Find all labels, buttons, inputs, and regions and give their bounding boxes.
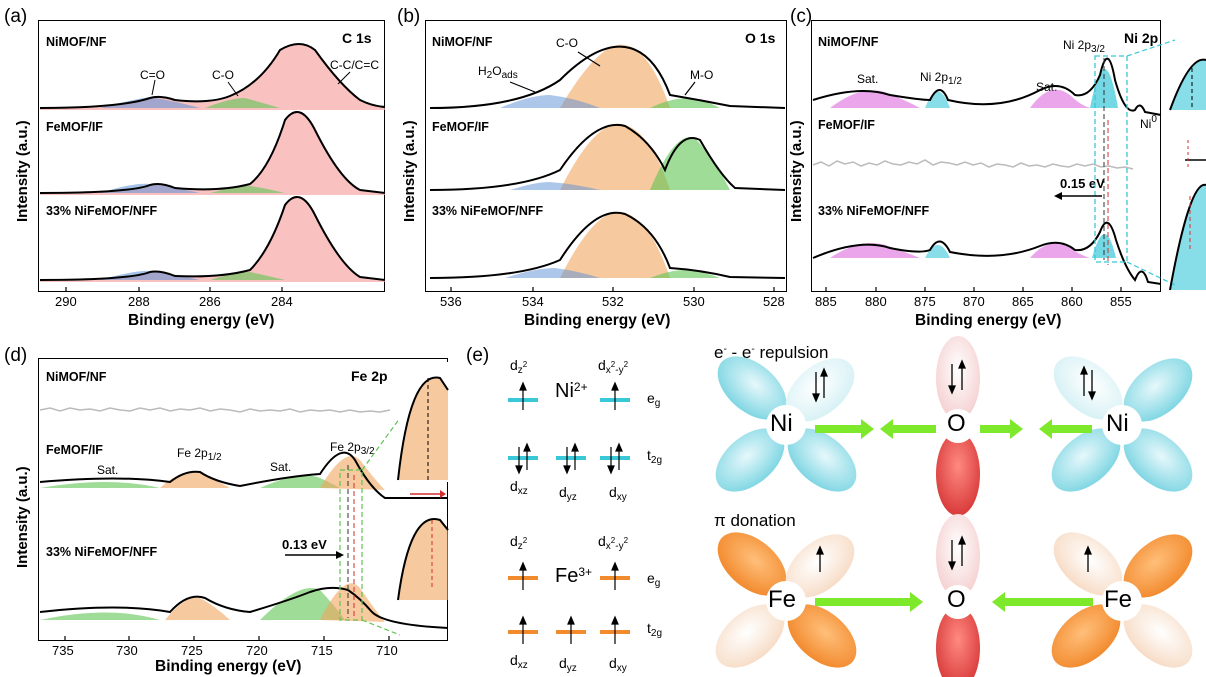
fe-orbital-dxz: dxz bbox=[510, 652, 528, 671]
panel-c-label: (c) bbox=[790, 6, 813, 27]
panel-b-peak: M-O bbox=[690, 68, 714, 82]
ni-orbital-dxz: dxz bbox=[510, 478, 528, 497]
panel-c-peak: Sat. bbox=[857, 72, 879, 86]
panel-b-peak: H2Oads bbox=[478, 64, 518, 81]
o-atom-bottom: O bbox=[947, 586, 966, 613]
ni-orbital-dz2: dz2 bbox=[510, 357, 528, 376]
panel-b-tick: 528 bbox=[763, 294, 785, 309]
panel-b-tick: 530 bbox=[683, 294, 705, 309]
panel-d-title: Fe 2p bbox=[351, 368, 388, 384]
panel-c-peak: Ni0 bbox=[1140, 114, 1157, 131]
panel-a-tick: 288 bbox=[128, 294, 150, 309]
panel-c-sample: NiMOF/NF bbox=[818, 35, 879, 49]
donation-label: π donation bbox=[714, 511, 796, 530]
panel-a-tick: 284 bbox=[271, 294, 293, 309]
o-atom-top: O bbox=[947, 410, 966, 437]
fe-ion-label: Fe3+ bbox=[555, 565, 593, 587]
panel-b-title: O 1s bbox=[745, 30, 776, 46]
panel-c-sample: FeMOF/IF bbox=[818, 118, 875, 132]
ni-eg-label: eg bbox=[647, 390, 661, 409]
panel-c-tick: 860 bbox=[1061, 294, 1083, 309]
panel-c-tick: 855 bbox=[1110, 294, 1132, 309]
ni-orbital-left bbox=[715, 356, 857, 492]
panel-c-tick: 865 bbox=[1012, 294, 1034, 309]
ni-orbital-right bbox=[1051, 356, 1193, 492]
panel-c-sample: 33% NiFeMOF/NFF bbox=[818, 204, 930, 218]
panel-d-tick: 720 bbox=[246, 643, 268, 658]
panel-c-shift: 0.15 eV bbox=[1060, 176, 1105, 191]
panel-d-peak: Sat. bbox=[97, 463, 119, 477]
panel-c-tick: 875 bbox=[914, 294, 936, 309]
panel-c-tick: 885 bbox=[815, 294, 837, 309]
panel-d-peak: Sat. bbox=[270, 460, 292, 474]
panel-d-sample: FeMOF/IF bbox=[46, 443, 103, 457]
panel-b-tick: 534 bbox=[522, 294, 544, 309]
panel-d-peak: Fe 2p1/2 bbox=[177, 446, 222, 463]
panel-a-sample: 33% NiFeMOF/NFF bbox=[46, 204, 158, 218]
panel-c-xlabel: Binding energy (eV) bbox=[915, 312, 1062, 329]
panel-d-tick: 710 bbox=[376, 643, 398, 658]
panel-d-xlabel: Binding energy (eV) bbox=[155, 658, 302, 675]
panel-a-label: (a) bbox=[4, 6, 28, 27]
fe-orbital-dz2: dz2 bbox=[510, 533, 528, 552]
repulsion-label: e- - e- repulsion bbox=[714, 343, 829, 362]
panel-c-tick: 880 bbox=[865, 294, 887, 309]
panel-d-tick: 725 bbox=[181, 643, 203, 658]
ni-atom-left: Ni bbox=[770, 410, 793, 437]
fe-orbital-dyz: dyz bbox=[559, 655, 577, 674]
panel-d-shift: 0.13 eV bbox=[282, 537, 327, 552]
panel-b-tick: 536 bbox=[440, 294, 462, 309]
ni-orbital-dyz: dyz bbox=[559, 484, 577, 503]
panel-b-tick: 532 bbox=[602, 294, 624, 309]
panel-d-sample: NiMOF/NF bbox=[46, 370, 107, 384]
panel-d-tick: 715 bbox=[311, 643, 333, 658]
panel-c-peak: Ni 2p3/2 bbox=[1063, 38, 1105, 55]
ni-orbital-dxy: dxy bbox=[609, 484, 627, 503]
fe-orbital-dx2y2: dx2-y2 bbox=[598, 533, 629, 552]
panel-d-frame bbox=[38, 358, 448, 641]
fe-atom-left: Fe bbox=[768, 586, 797, 613]
panel-a-xlabel: Binding energy (eV) bbox=[128, 312, 275, 329]
panel-b-peak: C-O bbox=[556, 36, 578, 50]
panel-c-peak: Ni 2p1/2 bbox=[920, 70, 962, 87]
ni-t2g-label: t2g bbox=[647, 447, 663, 466]
panel-d-tick: 735 bbox=[52, 643, 74, 658]
panel-a-peak: C-C/C=C bbox=[330, 58, 380, 72]
panel-a-sample: FeMOF/IF bbox=[46, 120, 103, 134]
fe-t2g-label: t2g bbox=[647, 620, 663, 639]
panel-c-title: Ni 2p bbox=[1124, 30, 1159, 46]
panel-a-peak: C-O bbox=[212, 68, 234, 82]
fe-orbital-dxy: dxy bbox=[609, 655, 627, 674]
o-orbital-top bbox=[936, 336, 980, 516]
panel-b-sample: NiMOF/NF bbox=[432, 35, 493, 49]
panel-b-sample: FeMOF/IF bbox=[432, 120, 489, 134]
panel-e-label: (e) bbox=[466, 345, 490, 366]
panel-a-tick: 290 bbox=[55, 294, 77, 309]
panel-a-tick: 286 bbox=[199, 294, 221, 309]
panel-c-tick: 870 bbox=[963, 294, 985, 309]
fe-atom-right: Fe bbox=[1104, 586, 1133, 613]
ni-orbital-dx2y2: dx2-y2 bbox=[598, 357, 629, 376]
panel-b-sample: 33% NiFeMOF/NFF bbox=[432, 204, 544, 218]
ni-ion-label: Ni2+ bbox=[555, 380, 588, 402]
panel-d-label: (d) bbox=[4, 345, 28, 366]
panel-d-tick: 730 bbox=[116, 643, 138, 658]
panel-a-title: C 1s bbox=[342, 30, 372, 46]
panel-a-peak: C=O bbox=[140, 68, 166, 82]
panel-b-label: (b) bbox=[397, 6, 421, 27]
ni-atom-right: Ni bbox=[1106, 410, 1129, 437]
panel-d-sample: 33% NiFeMOF/NFF bbox=[46, 545, 158, 559]
o-orbital-bottom bbox=[936, 514, 980, 677]
fe-eg-label: eg bbox=[647, 570, 661, 589]
panel-d-peak: Fe 2p3/2 bbox=[330, 440, 375, 457]
panel-b-xlabel: Binding energy (eV) bbox=[524, 312, 671, 329]
panel-a-sample: NiMOF/NF bbox=[46, 35, 107, 49]
